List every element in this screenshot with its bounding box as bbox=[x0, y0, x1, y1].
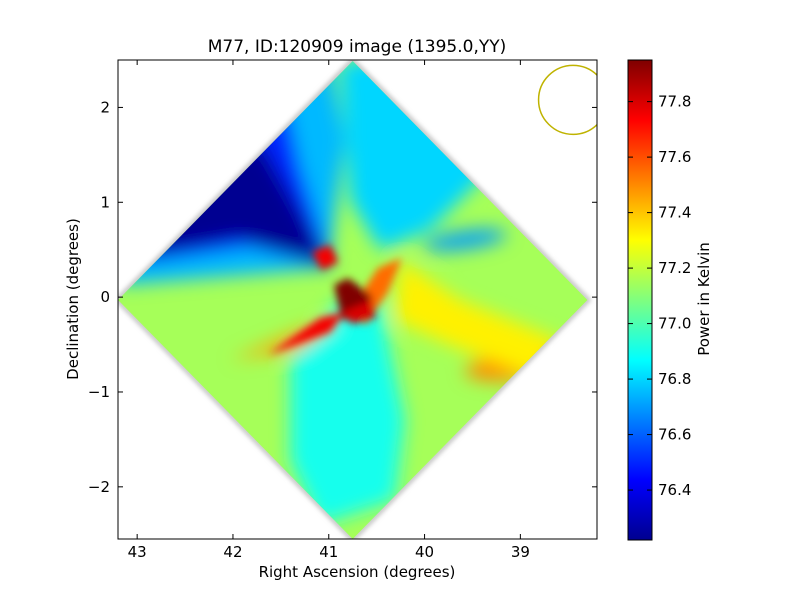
x-tick-label: 40 bbox=[415, 543, 434, 561]
colorbar-tick-label: 76.6 bbox=[658, 426, 691, 444]
x-axis-label: Right Ascension (degrees) bbox=[259, 563, 456, 581]
hot-core-tail bbox=[342, 300, 376, 324]
y-tick-label: −1 bbox=[88, 383, 110, 401]
colorbar-tick-label: 77.0 bbox=[658, 315, 691, 333]
colorbar-tick-label: 77.2 bbox=[658, 259, 691, 277]
cool-streak-right bbox=[423, 229, 507, 251]
colorbar-label: Power in Kelvin bbox=[695, 242, 713, 356]
x-axis-ticks: 43 42 41 40 39 bbox=[128, 60, 530, 561]
colorbar-tick-label: 77.4 bbox=[658, 204, 691, 222]
heatmap-blobs bbox=[118, 60, 588, 539]
warm-band-right bbox=[395, 260, 560, 380]
colorbar-tick-label: 76.4 bbox=[658, 481, 691, 499]
hot-spot-upper bbox=[312, 245, 338, 270]
colorbar-ticks: 76.4 76.6 76.8 77.0 77.2 77.4 77.6 77.8 bbox=[628, 93, 691, 499]
colorbar: 76.4 76.6 76.8 77.0 77.2 77.4 77.6 77.8 Power i… bbox=[627, 59, 713, 541]
x-tick-label: 42 bbox=[223, 543, 242, 561]
chart-title: M77, ID:120909 image (1395.0,YY) bbox=[208, 37, 507, 57]
beam-circle bbox=[537, 64, 597, 136]
y-axis-ticks: 2 1 0 −1 −2 bbox=[88, 98, 597, 496]
y-tick-label: 2 bbox=[100, 98, 110, 116]
cool-region-lower bbox=[290, 300, 405, 525]
colorbar-gradient bbox=[627, 59, 653, 541]
plot-area bbox=[118, 60, 597, 539]
colorbar-tick-label: 77.8 bbox=[658, 93, 691, 111]
y-tick-label: 1 bbox=[100, 193, 110, 211]
y-tick-label: −2 bbox=[88, 478, 110, 496]
x-tick-label: 39 bbox=[511, 543, 530, 561]
hot-arm-left bbox=[268, 312, 345, 355]
heatmap-image bbox=[118, 60, 588, 539]
y-tick-label: 0 bbox=[100, 288, 110, 306]
x-tick-label: 43 bbox=[128, 543, 147, 561]
plot-frame bbox=[117, 59, 598, 540]
x-tick-label: 41 bbox=[319, 543, 338, 561]
colorbar-tick-label: 76.8 bbox=[658, 370, 691, 388]
y-axis-label: Declination (degrees) bbox=[64, 218, 82, 380]
colorbar-tick-label: 77.6 bbox=[658, 148, 691, 166]
